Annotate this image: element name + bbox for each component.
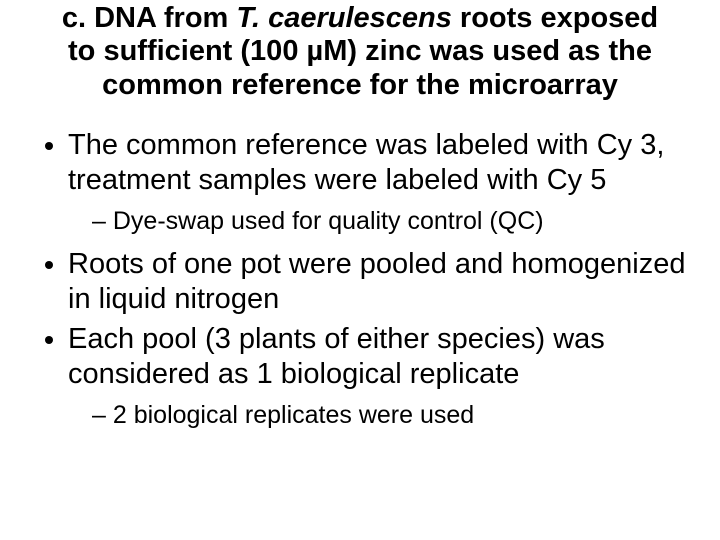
- list-item: 2 biological replicates were used: [92, 400, 690, 431]
- list-item: The common reference was labeled with Cy…: [68, 128, 690, 237]
- title-wrap: c. DNA from T. caerulescens roots expose…: [30, 0, 690, 132]
- bullet-text: The common reference was labeled with Cy…: [68, 129, 664, 196]
- sub-bullet-text: Dye-swap used for quality control (QC): [113, 207, 544, 235]
- bullet-text: Each pool (3 plants of either species) w…: [68, 323, 605, 390]
- list-item: Dye-swap used for quality control (QC): [92, 206, 690, 237]
- sub-bullet-list: 2 biological replicates were used: [68, 400, 690, 431]
- title-text-italic: T. caerulescens: [236, 2, 451, 34]
- slide: c. DNA from T. caerulescens roots expose…: [0, 0, 720, 540]
- sub-bullet-list: Dye-swap used for quality control (QC): [68, 206, 690, 237]
- list-item: Roots of one pot were pooled and homogen…: [68, 247, 690, 317]
- slide-title: c. DNA from T. caerulescens roots expose…: [60, 0, 660, 102]
- bullet-text: Roots of one pot were pooled and homogen…: [68, 248, 686, 315]
- title-text-pre: c. DNA from: [62, 2, 237, 34]
- list-item: Each pool (3 plants of either species) w…: [68, 322, 690, 431]
- sub-bullet-text: 2 biological replicates were used: [113, 401, 474, 429]
- bullet-list: The common reference was labeled with Cy…: [30, 128, 690, 431]
